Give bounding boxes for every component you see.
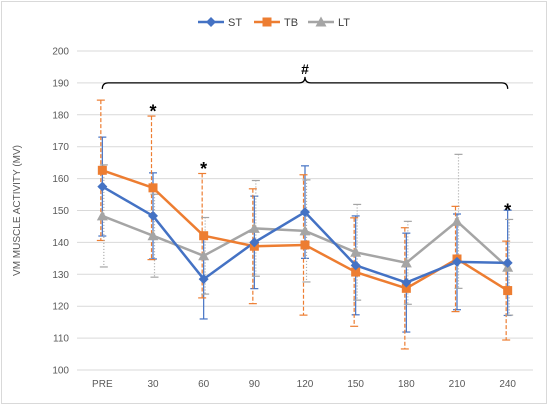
legend-label-TB: TB <box>284 17 298 29</box>
annotation-star-60: * <box>200 159 207 179</box>
point-LT-120 <box>299 225 311 236</box>
y-tick-label-130: 130 <box>52 270 69 281</box>
x-tick-label-180: 180 <box>398 379 415 390</box>
point-ST-120 <box>300 207 310 218</box>
legend-marker-LT <box>315 16 327 27</box>
point-TB-PRE <box>97 165 107 175</box>
point-ST-90 <box>249 237 260 248</box>
point-LT-30 <box>147 230 159 241</box>
x-tick-label-150: 150 <box>347 379 364 390</box>
legend-label-ST: ST <box>228 17 242 29</box>
x-tick-label-90: 90 <box>249 379 261 390</box>
point-TB-30 <box>148 183 158 193</box>
x-tick-label-240: 240 <box>499 379 516 390</box>
point-TB-240 <box>503 286 513 296</box>
annotation-hash: # <box>301 61 309 77</box>
point-ST-PRE <box>97 181 108 192</box>
point-ST-180 <box>401 277 412 288</box>
x-tick-label-60: 60 <box>198 379 210 390</box>
point-ST-150 <box>350 260 361 271</box>
y-tick-label-170: 170 <box>52 142 69 153</box>
y-tick-label-180: 180 <box>52 110 69 121</box>
y-tick-label-150: 150 <box>52 206 69 217</box>
legend-label-LT: LT <box>338 17 350 29</box>
y-tick-label-120: 120 <box>52 302 69 313</box>
point-ST-60 <box>198 274 209 285</box>
y-tick-label-100: 100 <box>52 366 69 377</box>
point-ST-210 <box>452 256 462 267</box>
point-LT-PRE <box>96 210 108 221</box>
x-tick-label-30: 30 <box>147 379 159 390</box>
point-TB-120 <box>300 240 310 250</box>
legend-marker-ST <box>206 17 216 27</box>
point-LT-90 <box>248 222 260 233</box>
point-TB-60 <box>199 231 209 241</box>
point-LT-60 <box>198 250 210 261</box>
y-tick-label-140: 140 <box>52 238 69 249</box>
bracket-annotation <box>101 76 509 89</box>
annotation-star-30: * <box>149 101 156 121</box>
x-tick-label-210: 210 <box>449 379 466 390</box>
x-tick-label-120: 120 <box>297 379 314 390</box>
point-LT-180 <box>400 257 412 268</box>
y-axis-label: VM MUSCLE ACTIVITY (MV) <box>12 145 23 276</box>
point-ST-240 <box>502 257 513 268</box>
point-LT-150 <box>350 246 362 257</box>
y-tick-label-110: 110 <box>53 334 69 345</box>
point-ST-30 <box>148 210 158 221</box>
point-TB-180 <box>401 283 411 293</box>
point-LT-210 <box>451 215 463 226</box>
annotation-star-240: * <box>504 200 511 220</box>
y-tick-label-190: 190 <box>52 78 69 89</box>
x-tick-label-PRE: PRE <box>92 379 113 390</box>
point-TB-150 <box>351 267 361 277</box>
y-tick-label-160: 160 <box>52 174 69 185</box>
legend-marker-TB <box>262 17 272 27</box>
y-tick-label-200: 200 <box>52 47 69 58</box>
